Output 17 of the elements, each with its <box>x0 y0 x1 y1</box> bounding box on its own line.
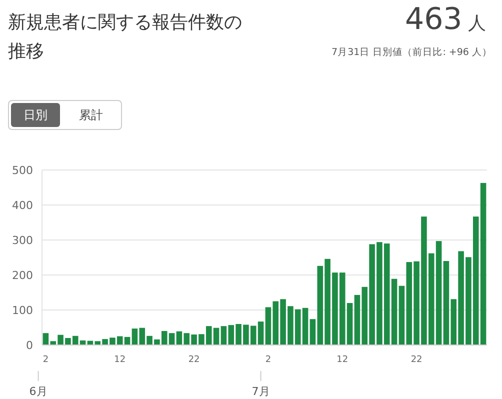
y-tick-label: 200 <box>12 269 33 282</box>
y-tick-label: 500 <box>12 164 33 177</box>
x-tick-label: 2 <box>265 355 272 365</box>
annotation: 累計 <box>78 107 104 124</box>
x-tick-label: 12 <box>114 355 126 365</box>
x-tick-label: 22 <box>410 355 422 365</box>
x-tick-label: 22 <box>188 355 200 365</box>
y-tick-label: 100 <box>12 304 33 317</box>
y-tick-label: 400 <box>12 199 33 212</box>
annotation: 463 人 <box>405 2 486 37</box>
y-tick-label: 0 <box>26 339 33 352</box>
x-tick-label: 2 <box>42 355 49 365</box>
title: 新規患者に関する報告件数の推移 <box>8 11 243 64</box>
y-tick-label: 300 <box>12 234 33 247</box>
x-tick-label: 12 <box>336 355 348 365</box>
annotation: 7月31日 日別値（前日比: +96 人） <box>332 46 492 59</box>
annotation: 日別 <box>11 103 60 127</box>
